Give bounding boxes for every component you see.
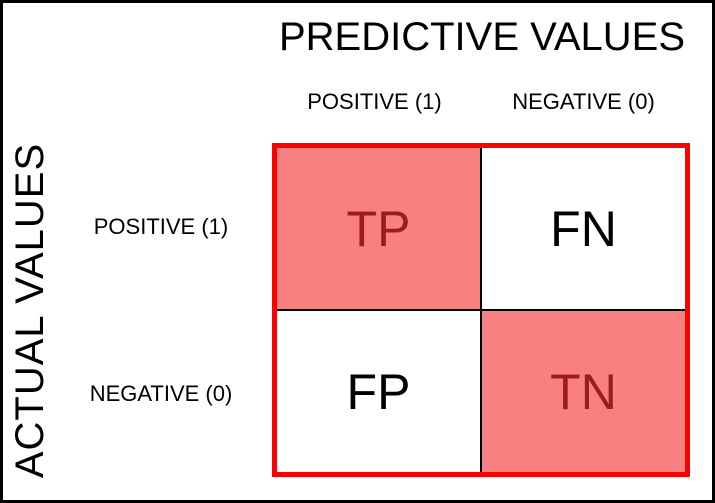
predicted-axis-title: PREDICTIVE VALUES <box>278 15 686 59</box>
cell-true-positive: TP <box>277 148 480 309</box>
cell-false-positive: FP <box>277 311 480 472</box>
actual-axis-title: ACTUAL VALUES <box>8 142 53 478</box>
row-header-negative: NEGATIVE (0) <box>89 380 233 406</box>
row-header-positive: POSITIVE (1) <box>93 213 229 239</box>
column-header-positive: POSITIVE (1) <box>307 89 442 114</box>
cell-false-negative: FN <box>482 148 685 309</box>
actual-axis-title-container: ACTUAL VALUES <box>3 142 59 478</box>
row-headers: POSITIVE (1) NEGATIVE (0) <box>57 143 265 477</box>
confusion-matrix-grid: TP FN FP TN <box>272 143 690 477</box>
column-header-negative: NEGATIVE (0) <box>512 89 655 114</box>
cell-true-negative: TN <box>482 311 685 472</box>
column-headers: POSITIVE (1) NEGATIVE (0) <box>270 89 688 115</box>
